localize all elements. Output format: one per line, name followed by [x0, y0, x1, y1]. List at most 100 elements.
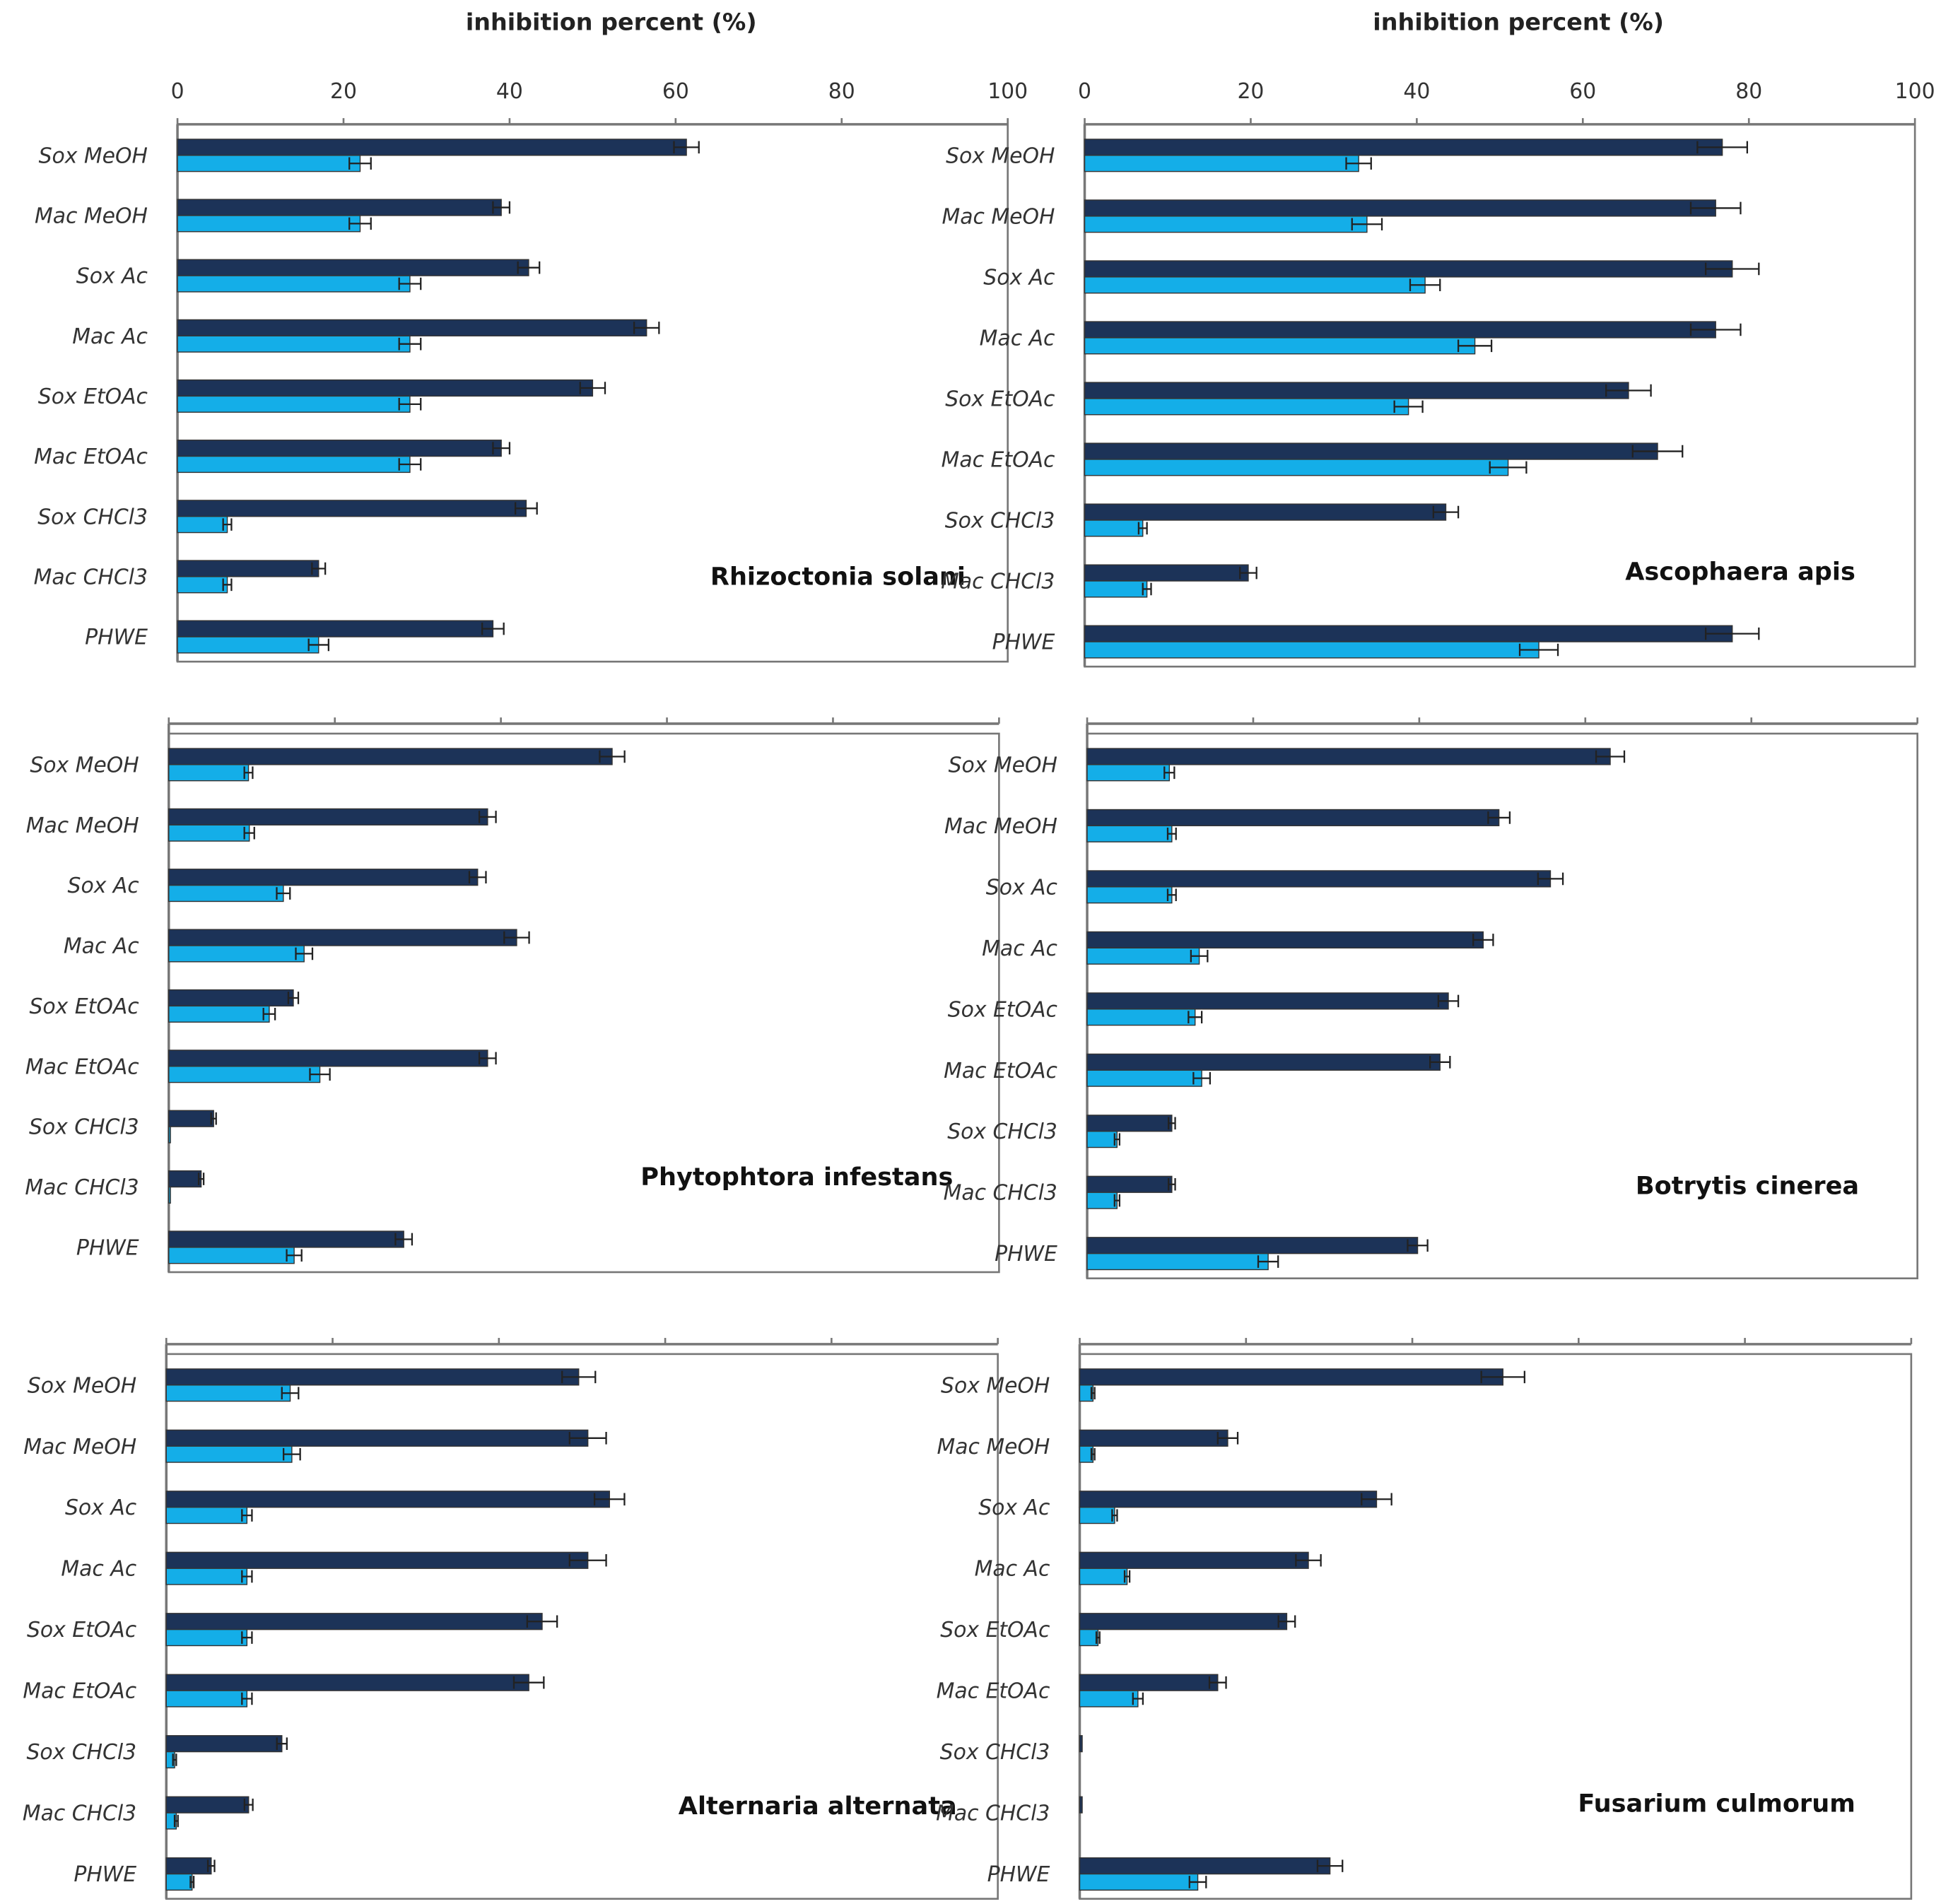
bar-light	[177, 215, 361, 233]
bar-dark	[1079, 1429, 1228, 1447]
x-tick-label: 20	[330, 79, 357, 104]
error-bar-dark	[478, 811, 497, 823]
category-label: Mac EtOAc	[34, 445, 148, 469]
error-bar-light	[1489, 461, 1527, 474]
category-label: Mac MeOH	[942, 204, 1055, 229]
category-label: Sox EtOAc	[948, 997, 1057, 1022]
category-label: PHWE	[74, 1862, 136, 1887]
category-label: Mac CHCl3	[944, 1181, 1057, 1206]
error-bar-dark	[276, 1737, 288, 1750]
category-label: PHWE	[995, 1242, 1057, 1267]
error-bar-dark	[568, 1432, 607, 1445]
bar-dark	[1079, 1735, 1083, 1753]
bar-dark	[1086, 809, 1500, 827]
bar-dark	[1086, 870, 1552, 888]
bar-dark	[177, 139, 687, 156]
x-axis-title: inhibition percent (%)	[1373, 8, 1664, 35]
bar-light	[168, 1247, 295, 1264]
bar-dark	[1079, 1368, 1503, 1386]
bar-light	[1086, 886, 1173, 904]
error-bar-light	[222, 578, 233, 592]
bar-light	[165, 1690, 248, 1708]
category-label: Mac EtOAc	[944, 1059, 1057, 1083]
category-label: Sox EtOAc	[38, 384, 148, 409]
bar-light	[1086, 1192, 1118, 1209]
category-label: Sox MeOH	[941, 1373, 1050, 1398]
bar-light	[177, 335, 411, 353]
bar-light	[1084, 641, 1540, 659]
bar-light	[1086, 764, 1171, 782]
error-bar-dark	[1361, 1493, 1392, 1506]
category-label: Mac Ac	[980, 326, 1055, 351]
error-bar-light	[398, 398, 422, 411]
error-bar-light	[172, 1753, 177, 1766]
error-bar-dark	[478, 1052, 497, 1065]
error-bar-dark	[568, 1553, 607, 1567]
category-label: Sox CHCl3	[947, 1120, 1057, 1144]
category-label: Mac Ac	[982, 936, 1057, 961]
bar-light	[1086, 1069, 1202, 1087]
panel-title: Botrytis cinerea	[1636, 1171, 1859, 1200]
x-tick-label: 100	[1895, 79, 1935, 104]
category-label: PHWE	[992, 630, 1055, 655]
bar-light	[1084, 519, 1144, 537]
panel-title: Fusarium culmorum	[1578, 1790, 1855, 1818]
error-bar-dark	[1689, 201, 1742, 215]
error-bar-dark	[206, 1859, 216, 1872]
category-label: Mac EtOAc	[25, 1054, 139, 1079]
error-bar-dark	[1437, 994, 1460, 1008]
category-label: Sox Ac	[76, 264, 148, 289]
x-tick-label: 40	[496, 79, 523, 104]
error-bar-light	[1113, 1194, 1120, 1207]
bar-light	[177, 155, 361, 172]
bar-dark	[168, 808, 488, 825]
bar-light	[177, 275, 411, 293]
category-label: Mac MeOH	[26, 813, 139, 838]
error-bar-dark	[1704, 627, 1760, 640]
bar-dark	[1079, 1857, 1331, 1875]
bar-dark	[165, 1491, 610, 1508]
panel-phytophtora-infestans: Sox MeOH Mac MeOH Sox Ac Mac Ac Sox EtOAc Mac…	[25, 717, 1000, 1274]
error-bar-dark	[512, 1676, 545, 1689]
error-bar-dark	[633, 322, 660, 334]
bar-light	[165, 1873, 193, 1891]
bar-light	[1084, 580, 1148, 598]
error-bar-dark	[1208, 1676, 1227, 1689]
bar-dark	[177, 440, 502, 457]
error-bar-light	[262, 1008, 276, 1021]
bar-dark	[165, 1796, 250, 1814]
error-bar-light	[222, 518, 233, 531]
bar-dark	[168, 929, 517, 946]
bar-light	[1084, 459, 1509, 476]
error-bar-dark	[1631, 445, 1684, 458]
error-bar-dark	[1537, 872, 1564, 886]
category-label: Mac EtOAc	[23, 1679, 136, 1704]
bar-dark	[165, 1613, 543, 1630]
error-bar-light	[1111, 1509, 1118, 1522]
error-bar-light	[309, 1068, 331, 1081]
error-bar-light	[1518, 643, 1559, 657]
panel-title: Ascophaera apis	[1625, 557, 1855, 586]
category-label: Mac CHCl3	[25, 1175, 139, 1200]
bar-dark	[1084, 139, 1723, 156]
error-bar-dark	[1689, 323, 1742, 336]
error-bar-dark	[1295, 1553, 1322, 1567]
x-tick-label: 20	[1237, 79, 1264, 104]
error-bar-light	[241, 1570, 253, 1583]
x-tick-label: 0	[171, 79, 184, 104]
error-bar-light	[1188, 1876, 1207, 1888]
error-bar-light	[286, 1249, 303, 1262]
error-bar-dark	[394, 1233, 414, 1246]
bar-light	[165, 1506, 248, 1524]
bar-light	[1084, 337, 1476, 355]
error-bar-dark	[1429, 1056, 1451, 1069]
bar-dark	[177, 259, 529, 276]
error-bar-dark	[599, 750, 626, 763]
error-bar-dark	[1472, 934, 1494, 946]
bar-dark	[177, 379, 594, 397]
bar-light	[1084, 155, 1359, 172]
bar-dark	[1084, 503, 1447, 521]
bar-dark	[165, 1551, 589, 1569]
bar-light	[1086, 825, 1173, 842]
error-bar-dark	[468, 871, 487, 883]
